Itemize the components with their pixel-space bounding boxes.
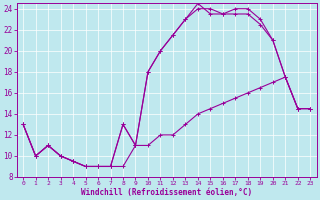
X-axis label: Windchill (Refroidissement éolien,°C): Windchill (Refroidissement éolien,°C): [81, 188, 252, 197]
